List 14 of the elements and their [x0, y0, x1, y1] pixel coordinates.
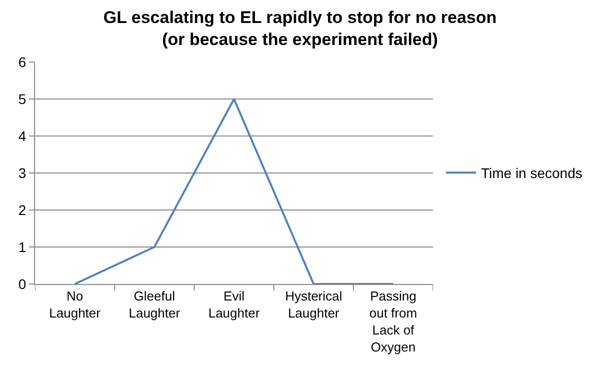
- x-tick-label: No Laughter: [49, 288, 102, 320]
- y-tick-label: 6: [18, 54, 26, 70]
- legend-label: Time in seconds: [480, 165, 582, 182]
- x-tick-label: Hysterical Laughter: [285, 288, 342, 320]
- chart-title: GL escalating to EL rapidly to stop for no reason (or because the experiment failed): [103, 8, 497, 50]
- y-tick-label: 1: [18, 238, 26, 255]
- y-tick-label: 5: [18, 90, 26, 107]
- x-tick-label: Evil Laughter: [208, 288, 260, 320]
- x-tick-label: Passing out from Lack of Oxygen: [369, 288, 418, 354]
- y-tick-label: 2: [18, 202, 26, 218]
- x-tick-label: Gleeful Laughter: [128, 288, 181, 320]
- y-tick-label: 0: [18, 276, 26, 292]
- y-tick-label: 4: [18, 128, 26, 144]
- y-tick-label: 3: [18, 164, 26, 181]
